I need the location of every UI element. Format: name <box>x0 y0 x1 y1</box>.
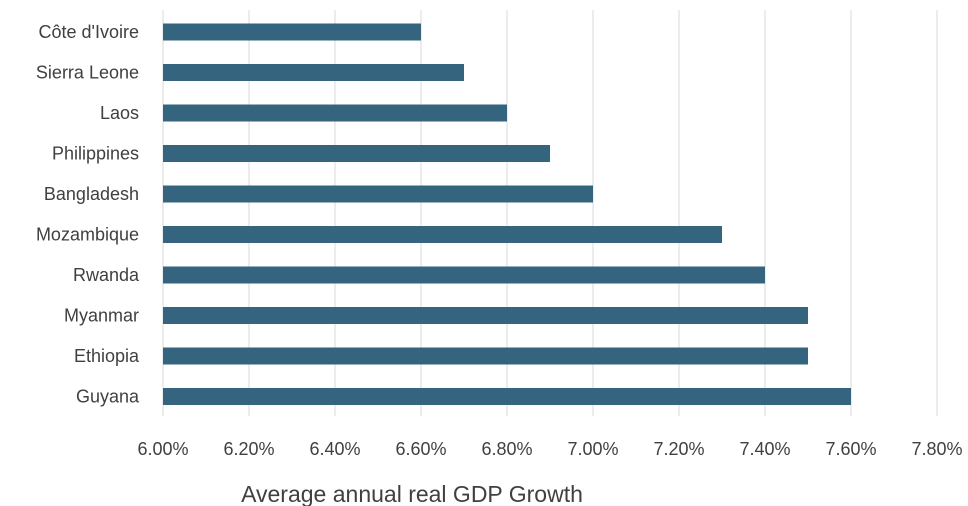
x-tick-label: 7.80% <box>911 439 962 459</box>
x-tick-label: 6.80% <box>481 439 532 459</box>
category-label: Philippines <box>52 144 139 164</box>
bar <box>163 185 593 203</box>
category-label: Sierra Leone <box>36 63 139 83</box>
category-label: Côte d'Ivoire <box>39 22 140 42</box>
bar <box>163 307 808 324</box>
x-tick-label: 7.60% <box>825 439 876 459</box>
x-tick-label: 7.20% <box>653 439 704 459</box>
category-label: Rwanda <box>73 265 140 285</box>
x-tick-label: 7.40% <box>739 439 790 459</box>
bar <box>163 388 851 405</box>
bar <box>163 64 464 81</box>
x-tick-labels: 6.00% 6.20% 6.40% 6.60% 6.80% 7.00% 7.20% 7.40%… <box>137 439 962 459</box>
bar <box>163 226 722 243</box>
bar <box>163 104 507 122</box>
x-tick-label: 6.40% <box>309 439 360 459</box>
category-label: Myanmar <box>64 306 139 326</box>
x-tick-label: 6.60% <box>395 439 446 459</box>
x-tick-label: 6.00% <box>137 439 188 459</box>
x-tick-label: 7.00% <box>567 439 618 459</box>
bar <box>163 266 765 284</box>
category-label: Guyana <box>76 387 140 407</box>
category-label: Bangladesh <box>44 184 139 204</box>
x-axis-title: Average annual real GDP Growth <box>241 481 583 506</box>
category-label: Laos <box>100 103 139 123</box>
category-label: Mozambique <box>36 225 139 245</box>
bar <box>163 347 808 365</box>
bar <box>163 145 550 162</box>
x-tick-label: 6.20% <box>223 439 274 459</box>
bars <box>163 23 851 405</box>
bar <box>163 23 421 41</box>
category-label: Ethiopia <box>74 346 140 366</box>
category-labels: Côte d'Ivoire Sierra Leone Laos Philippines… <box>36 22 140 407</box>
